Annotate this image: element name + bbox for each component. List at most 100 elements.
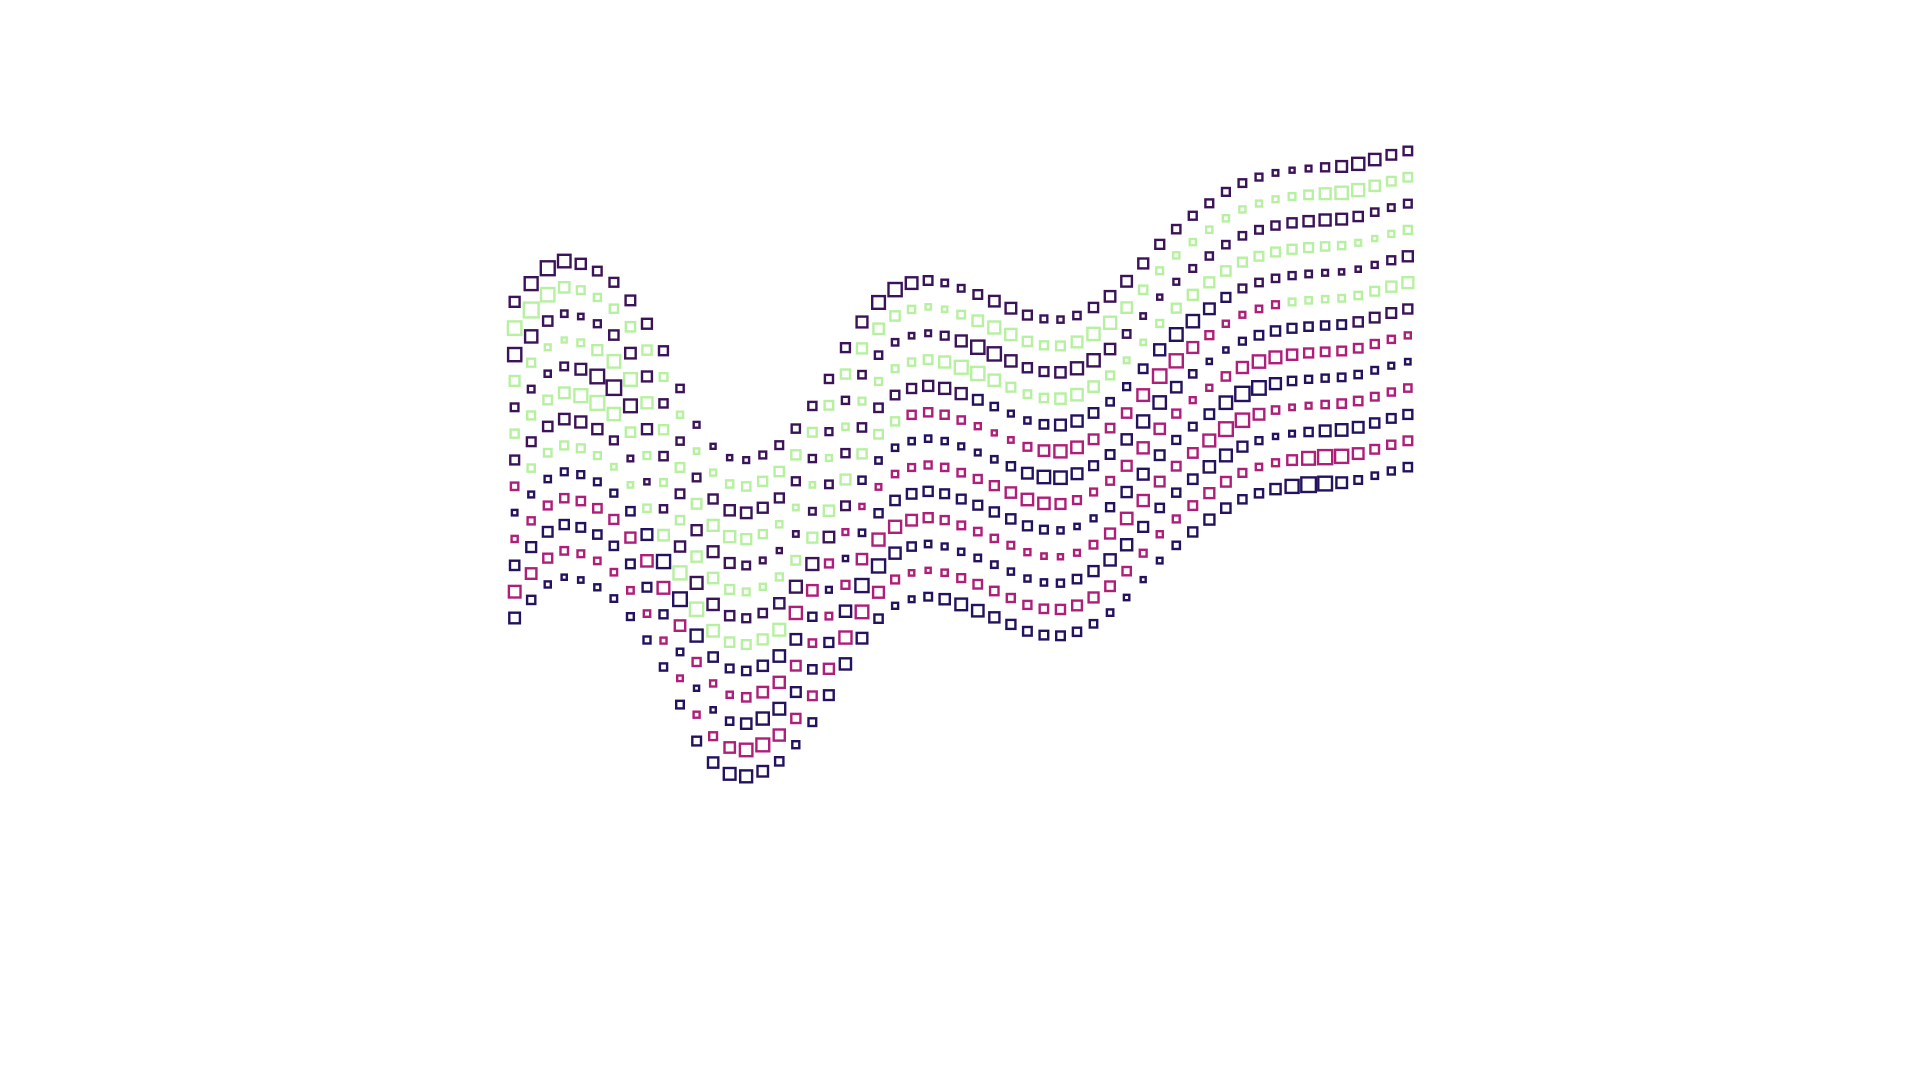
square xyxy=(1304,401,1313,410)
square xyxy=(1006,436,1015,444)
square xyxy=(907,569,916,577)
square xyxy=(591,422,604,436)
square xyxy=(509,402,520,413)
square xyxy=(1235,360,1250,375)
square xyxy=(1171,251,1181,260)
square xyxy=(1336,372,1347,383)
square xyxy=(1023,574,1032,583)
square xyxy=(723,504,736,517)
square xyxy=(1006,567,1016,576)
square xyxy=(605,379,623,397)
square xyxy=(1071,495,1083,506)
square xyxy=(1271,432,1280,441)
square xyxy=(657,424,670,436)
square xyxy=(1155,318,1165,329)
square xyxy=(1119,538,1134,552)
square xyxy=(658,662,669,672)
square xyxy=(1304,164,1313,173)
square xyxy=(1253,224,1264,235)
square xyxy=(625,612,636,622)
square xyxy=(1237,467,1248,479)
square xyxy=(938,592,951,606)
square xyxy=(1253,250,1265,262)
square xyxy=(838,657,853,671)
square xyxy=(675,647,685,657)
square xyxy=(1286,454,1299,467)
square xyxy=(1270,458,1281,468)
square xyxy=(509,454,521,466)
square xyxy=(1286,322,1298,334)
square xyxy=(790,712,802,725)
square xyxy=(1038,366,1050,378)
square xyxy=(1202,302,1216,316)
square xyxy=(592,556,602,566)
square xyxy=(1369,338,1381,350)
square xyxy=(510,534,519,544)
square xyxy=(1070,599,1084,612)
square xyxy=(626,454,635,463)
square xyxy=(1087,407,1100,419)
square xyxy=(1185,313,1201,329)
square xyxy=(589,368,606,385)
square xyxy=(1152,343,1167,357)
square xyxy=(1334,185,1350,201)
square xyxy=(956,573,967,584)
square xyxy=(640,317,654,330)
square xyxy=(509,428,520,439)
square xyxy=(1354,238,1363,247)
square xyxy=(626,585,635,595)
square xyxy=(526,463,536,473)
square xyxy=(987,373,1002,388)
square xyxy=(972,499,984,511)
square xyxy=(1036,469,1052,485)
square xyxy=(1104,449,1116,461)
square xyxy=(923,591,934,602)
square xyxy=(543,474,553,484)
square xyxy=(593,583,602,592)
square xyxy=(642,635,652,645)
square xyxy=(1335,212,1349,226)
square xyxy=(923,460,933,470)
square xyxy=(724,479,735,489)
square xyxy=(1402,303,1414,315)
square xyxy=(907,436,917,446)
square xyxy=(1385,412,1397,424)
square xyxy=(1070,414,1084,428)
square xyxy=(523,276,539,292)
square xyxy=(608,329,620,341)
square xyxy=(1022,599,1033,611)
square xyxy=(838,630,853,645)
square xyxy=(1369,443,1381,455)
square xyxy=(643,478,651,486)
square xyxy=(576,549,586,559)
square xyxy=(626,481,635,489)
square xyxy=(924,566,932,575)
square xyxy=(789,686,802,699)
square xyxy=(575,495,587,507)
square xyxy=(624,294,637,307)
square xyxy=(1205,357,1214,366)
square xyxy=(1368,311,1381,324)
square xyxy=(508,559,521,572)
square xyxy=(973,422,982,431)
square xyxy=(887,519,903,534)
square xyxy=(1188,396,1197,405)
square xyxy=(1300,450,1317,466)
square xyxy=(1351,447,1365,461)
square xyxy=(1120,459,1133,472)
square xyxy=(1054,630,1066,642)
square xyxy=(1220,239,1231,250)
square xyxy=(657,528,670,542)
square xyxy=(940,436,949,446)
square xyxy=(1204,198,1215,209)
square xyxy=(805,583,819,597)
square xyxy=(1271,168,1280,177)
square xyxy=(740,639,752,651)
square xyxy=(1121,382,1132,392)
square xyxy=(1103,553,1117,567)
square xyxy=(889,416,901,427)
square xyxy=(940,568,950,578)
square xyxy=(823,558,835,569)
square xyxy=(872,322,886,336)
square xyxy=(591,265,603,277)
